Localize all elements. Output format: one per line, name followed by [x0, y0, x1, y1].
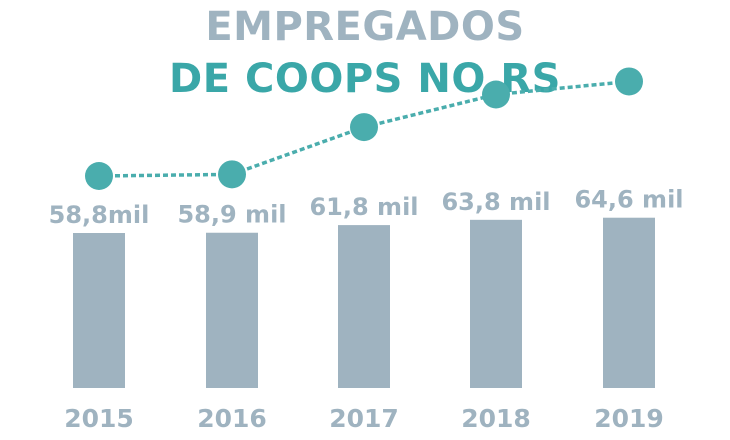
x-tick-label-2016: 2016	[197, 404, 267, 433]
chart-title-line-1: EMPREGADOS	[205, 4, 525, 50]
point-2017	[350, 113, 378, 142]
bar-2019	[603, 217, 655, 388]
point-2018	[482, 80, 510, 109]
bar-2016	[206, 232, 258, 388]
point-2016	[218, 160, 246, 189]
value-label-2019: 64,6 mil	[574, 186, 683, 214]
trend-line-segment-1	[98, 172, 233, 178]
value-label-2015: 58,8mil	[49, 201, 150, 229]
x-tick-label-2019: 2019	[594, 404, 664, 433]
x-tick-label-2017: 2017	[329, 404, 399, 433]
bar-2018	[470, 219, 522, 388]
point-2019	[615, 67, 643, 96]
value-label-2016: 58,9 mil	[177, 201, 286, 229]
value-label-2018: 63,8 mil	[441, 188, 550, 216]
point-2015	[85, 162, 113, 190]
x-tick-label-2015: 2015	[64, 404, 134, 433]
value-label-2017: 61,8 mil	[309, 193, 418, 221]
x-tick-label-2018: 2018	[461, 404, 531, 433]
trend-line-segment-2	[231, 125, 365, 177]
bar-2017	[338, 225, 390, 388]
trend-line-segment-3	[363, 92, 497, 129]
bar-2015	[73, 233, 125, 388]
trend-line-segment-4	[495, 79, 630, 97]
